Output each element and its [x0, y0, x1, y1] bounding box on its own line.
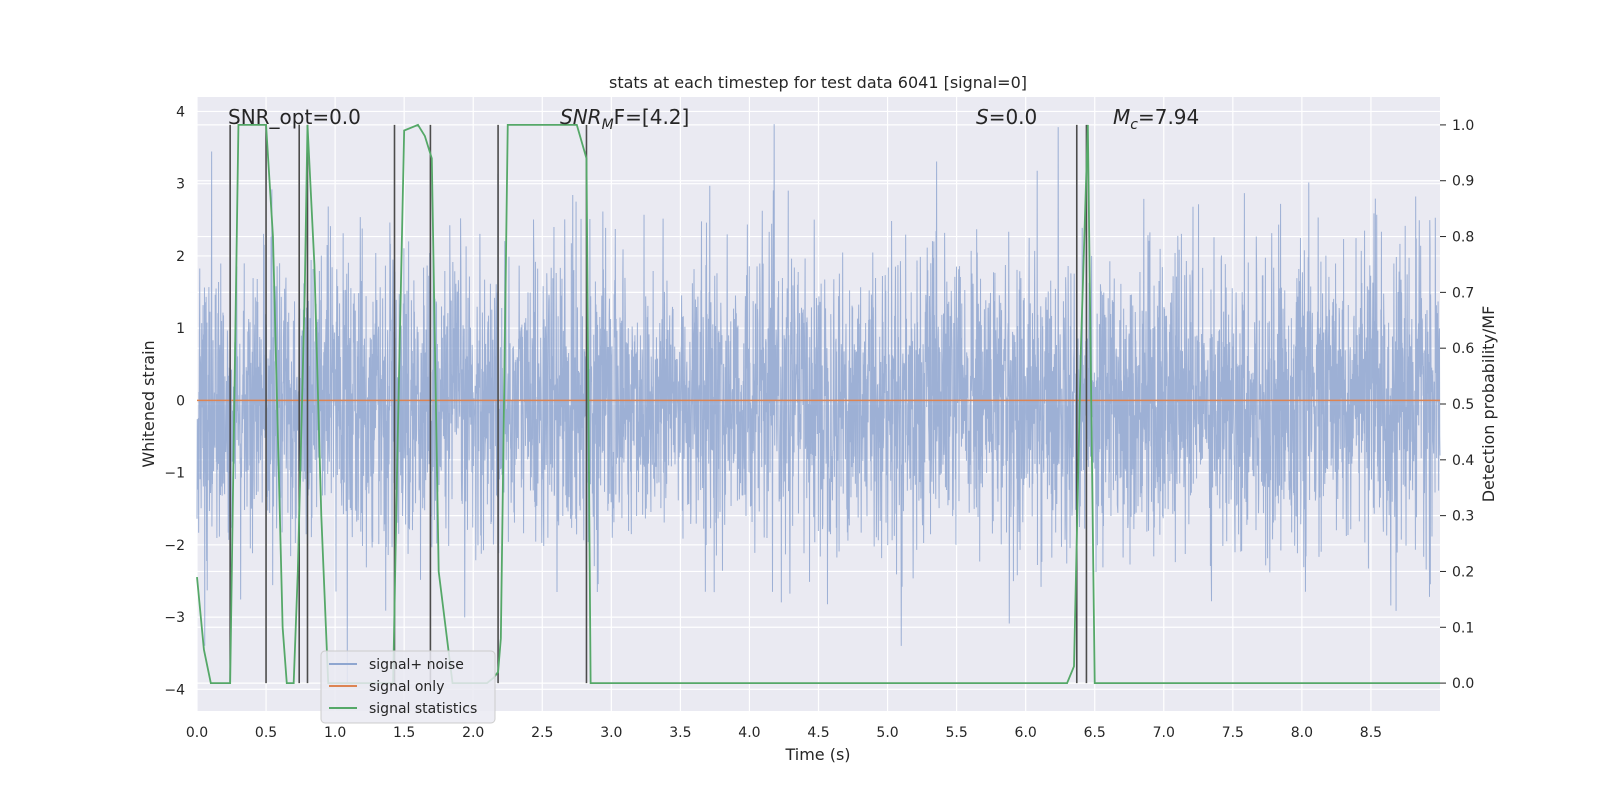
x-axis-ticks: 0.0 0.5 1.0 1.5 2.0 2.5 3.0 3.5 4.0 4.5 5.0 5.5 6.0 6…: [186, 725, 1382, 741]
left-tick-8: −4: [164, 682, 185, 698]
x-tick-15: 7.5: [1222, 725, 1244, 741]
x-tick-16: 8.0: [1291, 725, 1313, 741]
right-tick-1: 0.9: [1452, 174, 1474, 190]
left-tick-7: −3: [164, 610, 185, 626]
right-tick-6: 0.4: [1452, 453, 1474, 469]
legend-label-signal-statistics: signal statistics: [369, 701, 477, 717]
x-tick-1: 0.5: [255, 725, 277, 741]
annotation-snr-opt: SNR_opt=0.0: [228, 105, 361, 129]
x-tick-9: 4.5: [807, 725, 829, 741]
x-tick-4: 2.0: [462, 725, 484, 741]
right-axis-label: Detection probability/MF: [1479, 306, 1498, 503]
vertical-markers: [229, 124, 1088, 684]
right-tick-10: 0.0: [1452, 676, 1474, 692]
right-axis-ticks: 1.0 0.9 0.8 0.7 0.6 0.5 0.4 0.3 0.2 0.1 0.0: [1440, 118, 1474, 692]
right-tick-0: 1.0: [1452, 118, 1474, 134]
left-axis-ticks: 4 3 2 1 0 −1 −2 −3 −4: [164, 104, 185, 698]
x-tick-2: 1.0: [324, 725, 346, 741]
legend-box: [320, 650, 496, 724]
x-axis-label: Time (s): [784, 745, 850, 764]
x-tick-12: 6.0: [1015, 725, 1037, 741]
series-signal-statistics: [196, 123, 1440, 684]
right-tick-4: 0.6: [1452, 341, 1474, 357]
stats-line: [196, 123, 1440, 684]
x-tick-6: 3.0: [600, 725, 622, 741]
x-tick-7: 3.5: [669, 725, 691, 741]
legend: signal+ noise signal only signal statist…: [320, 650, 496, 724]
legend-label-signal-noise: signal+ noise: [369, 657, 464, 673]
x-tick-5: 2.5: [531, 725, 553, 741]
left-tick-5: −1: [164, 466, 185, 482]
left-axis-label: Whitened strain: [139, 340, 158, 467]
right-tick-2: 0.8: [1452, 230, 1474, 246]
x-tick-8: 4.0: [738, 725, 760, 741]
x-tick-3: 1.5: [393, 725, 415, 741]
annotation-snr-mf: SNRMF=[4.2]: [560, 105, 689, 133]
left-tick-0: 4: [176, 104, 185, 120]
left-tick-6: −2: [164, 538, 185, 554]
x-tick-0: 0.0: [186, 725, 208, 741]
right-tick-5: 0.5: [1452, 397, 1474, 413]
annotation-mc: Mc=7.94: [1113, 105, 1199, 133]
left-tick-3: 1: [176, 321, 185, 337]
right-tick-8: 0.2: [1452, 564, 1474, 580]
x-tick-17: 8.5: [1360, 725, 1382, 741]
left-tick-1: 3: [176, 177, 185, 193]
noise-line: [196, 124, 1441, 683]
annotation-s: S=0.0: [976, 105, 1037, 129]
x-tick-13: 6.5: [1084, 725, 1106, 741]
x-tick-10: 5.0: [876, 725, 898, 741]
right-tick-9: 0.1: [1452, 620, 1474, 636]
right-tick-3: 0.7: [1452, 285, 1474, 301]
x-tick-11: 5.5: [945, 725, 967, 741]
chart-title: stats at each timestep for test data 604…: [609, 73, 1027, 92]
legend-label-signal-only: signal only: [369, 679, 444, 695]
left-tick-2: 2: [176, 249, 185, 265]
series-signal-noise: [196, 124, 1441, 683]
left-tick-4: 0: [176, 393, 185, 409]
right-tick-7: 0.3: [1452, 509, 1474, 525]
x-tick-14: 7.0: [1153, 725, 1175, 741]
